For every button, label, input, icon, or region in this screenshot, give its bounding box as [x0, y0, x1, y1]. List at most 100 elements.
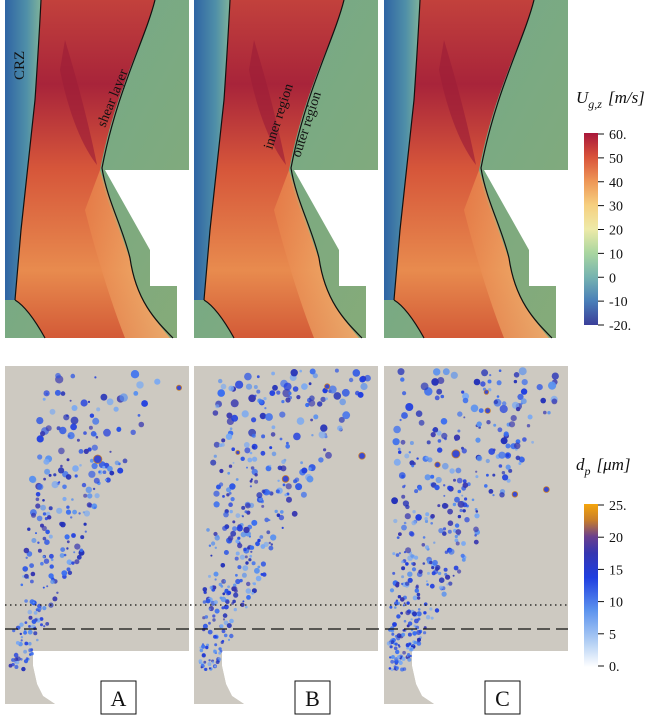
droplet [257, 565, 261, 569]
droplet [209, 585, 214, 590]
droplet [396, 655, 401, 659]
droplet [35, 503, 41, 509]
droplet [460, 553, 465, 558]
droplet [130, 429, 136, 435]
droplet [430, 474, 435, 479]
droplet [44, 468, 51, 475]
droplet [393, 668, 396, 671]
droplet [448, 548, 455, 555]
droplet [42, 499, 45, 502]
droplet [255, 575, 262, 582]
droplet [221, 629, 226, 634]
droplet [220, 563, 226, 568]
droplet [405, 547, 412, 554]
droplet [415, 584, 419, 588]
droplet [244, 447, 251, 454]
droplet [390, 656, 394, 659]
droplet [216, 658, 219, 661]
droplet [241, 410, 249, 418]
droplet [506, 478, 511, 483]
droplet [82, 511, 85, 514]
droplet [416, 641, 422, 646]
droplet [241, 572, 247, 578]
droplet [223, 604, 229, 610]
droplet [444, 550, 449, 554]
droplet [457, 429, 461, 433]
droplet [84, 530, 87, 533]
droplet [95, 435, 99, 439]
droplet [35, 497, 40, 502]
droplet [448, 581, 453, 586]
droplet [93, 477, 100, 484]
droplet [437, 571, 442, 576]
droplet [23, 630, 27, 635]
droplet [296, 417, 305, 425]
droplet [242, 565, 249, 571]
droplet [208, 621, 211, 625]
droplet [252, 456, 258, 462]
droplet [473, 539, 479, 545]
droplet [405, 562, 409, 566]
droplet [137, 414, 141, 417]
droplet [311, 434, 314, 437]
droplet [72, 465, 79, 472]
droplet [94, 493, 100, 499]
droplet [213, 501, 220, 508]
droplet [45, 392, 49, 395]
droplet [239, 554, 245, 560]
droplet [425, 545, 429, 550]
large-droplet [175, 384, 182, 391]
droplet [44, 539, 50, 545]
droplet [29, 629, 32, 633]
droplet [275, 489, 280, 494]
droplet [392, 438, 400, 446]
droplet [36, 417, 44, 425]
large-droplet [281, 475, 290, 483]
droplet [225, 433, 233, 440]
velocity-colorbar-tick-label: -10 [609, 295, 628, 310]
droplet [41, 525, 47, 532]
droplet [8, 663, 13, 668]
droplet [412, 631, 417, 636]
droplet [223, 633, 228, 638]
droplet [42, 555, 45, 558]
droplet [402, 485, 406, 489]
droplet [36, 638, 39, 642]
droplet [454, 523, 460, 528]
droplet [248, 558, 252, 562]
large-droplet [358, 452, 366, 460]
droplet [43, 625, 46, 628]
droplet [66, 559, 73, 565]
droplet [87, 493, 93, 499]
droplet [208, 544, 212, 547]
droplet [240, 531, 247, 538]
droplet [230, 399, 239, 408]
droplet [71, 498, 74, 501]
droplet [246, 595, 251, 600]
droplet [405, 610, 411, 616]
droplet [416, 457, 419, 460]
droplet [492, 473, 496, 477]
droplet [416, 611, 422, 617]
droplet [454, 534, 458, 539]
droplet [401, 524, 407, 531]
droplet [513, 379, 518, 384]
droplet [425, 512, 430, 517]
droplet [79, 548, 84, 553]
droplet [59, 521, 64, 527]
velocity-colorbar-tick-label: 60. [609, 128, 627, 143]
droplet [257, 538, 261, 543]
droplet [270, 534, 277, 541]
droplet [436, 388, 443, 395]
droplet [266, 490, 271, 495]
droplet [116, 426, 122, 432]
droplet [207, 662, 212, 667]
droplet [402, 500, 409, 507]
droplet [395, 666, 399, 670]
droplet [245, 502, 251, 509]
droplet [100, 393, 108, 401]
droplet [71, 405, 78, 411]
droplet [31, 538, 37, 543]
droplet [407, 577, 413, 583]
droplet [386, 641, 392, 646]
